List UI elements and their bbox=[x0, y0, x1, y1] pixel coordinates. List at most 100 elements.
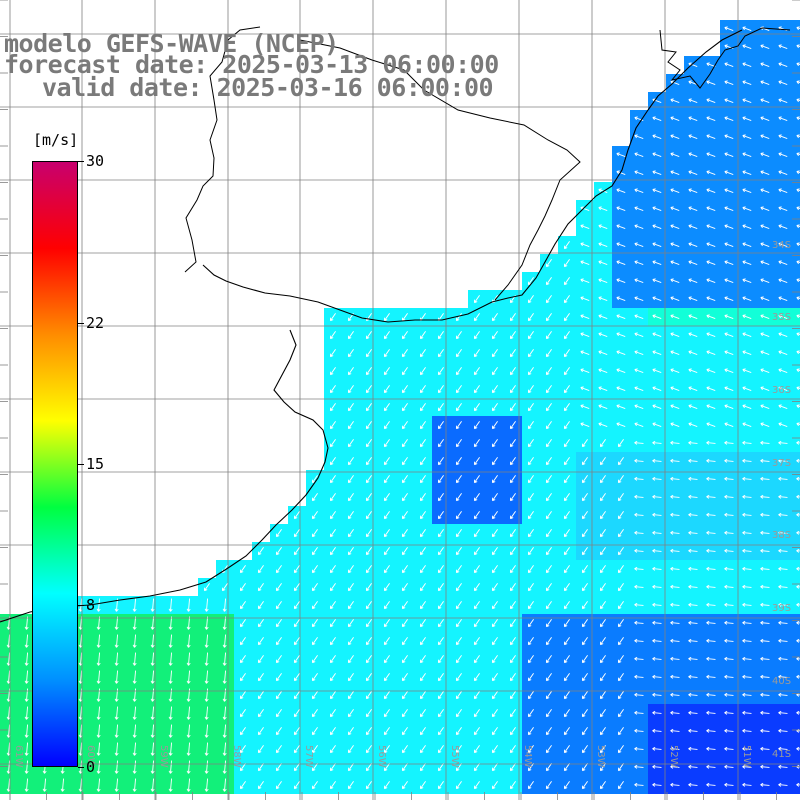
wind-arrow bbox=[383, 331, 390, 340]
wind-arrow bbox=[437, 781, 444, 790]
wind-arrow bbox=[724, 674, 734, 679]
wind-arrow bbox=[473, 331, 480, 340]
wind-arrow bbox=[527, 295, 534, 304]
wind-arrow bbox=[778, 530, 788, 535]
wind-arrow bbox=[96, 652, 101, 666]
wind-arrow bbox=[401, 511, 408, 520]
wind-arrow bbox=[688, 206, 698, 211]
wind-arrow bbox=[311, 565, 318, 574]
wind-arrow bbox=[706, 512, 716, 517]
wind-arrow bbox=[473, 763, 480, 772]
wind-arrow bbox=[437, 403, 444, 412]
wind-speed-cell bbox=[792, 344, 800, 362]
wind-arrow bbox=[239, 727, 246, 736]
wind-arrow bbox=[742, 782, 752, 787]
wind-arrow bbox=[24, 634, 29, 648]
wind-arrow bbox=[724, 170, 734, 175]
wind-arrow bbox=[599, 619, 606, 628]
wind-arrow bbox=[455, 547, 462, 556]
wind-arrow bbox=[437, 331, 444, 340]
wind-arrow bbox=[437, 475, 444, 484]
wind-arrow bbox=[491, 529, 498, 538]
wind-arrow bbox=[168, 670, 173, 684]
wind-speed-field bbox=[0, 20, 800, 794]
wind-arrow bbox=[365, 655, 372, 664]
wind-arrow bbox=[778, 134, 788, 139]
wind-arrow bbox=[670, 422, 680, 427]
wind-arrow bbox=[168, 652, 173, 666]
wind-arrow bbox=[329, 313, 336, 322]
wind-arrow bbox=[796, 224, 800, 229]
wind-arrow bbox=[599, 637, 606, 646]
wind-arrow bbox=[527, 781, 534, 790]
wind-arrow bbox=[617, 727, 624, 736]
wind-arrow bbox=[616, 368, 626, 373]
wind-arrow bbox=[455, 457, 462, 466]
wind-arrow bbox=[670, 710, 680, 715]
wind-arrow bbox=[580, 242, 590, 247]
wind-arrow bbox=[257, 691, 264, 700]
longitude-label: 54W bbox=[522, 745, 533, 768]
wind-arrow bbox=[616, 206, 626, 211]
wind-arrow bbox=[347, 349, 354, 358]
wind-arrow bbox=[688, 494, 698, 499]
wind-arrow bbox=[634, 620, 644, 625]
wind-arrow bbox=[455, 673, 462, 682]
wind-arrow bbox=[455, 511, 462, 520]
wind-arrow bbox=[383, 313, 390, 322]
wind-arrow bbox=[383, 475, 390, 484]
wind-arrow bbox=[275, 565, 282, 574]
wind-arrow bbox=[634, 260, 644, 265]
wind-arrow bbox=[347, 385, 354, 394]
wind-arrow bbox=[437, 385, 444, 394]
wind-arrow bbox=[796, 656, 800, 661]
wind-arrow bbox=[706, 764, 716, 769]
wind-arrow bbox=[706, 170, 716, 175]
wind-arrow bbox=[688, 278, 698, 283]
wind-speed-cell bbox=[792, 128, 800, 146]
wind-arrow bbox=[563, 583, 570, 592]
wind-arrow bbox=[599, 475, 606, 484]
wind-arrows bbox=[6, 26, 800, 792]
wind-arrow bbox=[473, 367, 480, 376]
wind-arrow bbox=[401, 331, 408, 340]
wind-arrow bbox=[796, 404, 800, 409]
wind-arrow bbox=[437, 511, 444, 520]
wind-speed-cell bbox=[792, 722, 800, 740]
wind-arrow bbox=[401, 655, 408, 664]
wind-arrow bbox=[778, 224, 788, 229]
wind-arrow bbox=[114, 652, 119, 666]
wind-arrow bbox=[509, 745, 516, 754]
wind-arrow bbox=[365, 403, 372, 412]
wind-arrow bbox=[760, 674, 770, 679]
wind-arrow bbox=[742, 80, 752, 85]
wind-arrow bbox=[760, 206, 770, 211]
longitude-label: 61W bbox=[13, 745, 24, 768]
wind-arrow bbox=[796, 98, 800, 103]
wind-arrow bbox=[706, 710, 716, 715]
wind-arrow bbox=[437, 565, 444, 574]
wind-arrow bbox=[401, 457, 408, 466]
wind-arrow bbox=[365, 601, 372, 610]
wind-arrow bbox=[545, 691, 552, 700]
wind-arrow bbox=[796, 602, 800, 607]
wind-arrow bbox=[455, 601, 462, 610]
wind-arrow bbox=[778, 350, 788, 355]
wind-arrow bbox=[275, 637, 282, 646]
wind-arrow bbox=[688, 368, 698, 373]
wind-arrow bbox=[455, 367, 462, 376]
wind-arrow bbox=[437, 727, 444, 736]
wind-arrow bbox=[742, 242, 752, 247]
wind-arrow bbox=[742, 566, 752, 571]
wind-arrow bbox=[724, 692, 734, 697]
coastline bbox=[0, 29, 743, 623]
wind-arrow bbox=[455, 763, 462, 772]
wind-arrow bbox=[96, 742, 101, 756]
wind-arrow bbox=[383, 421, 390, 430]
wind-arrow bbox=[365, 475, 372, 484]
wind-arrow bbox=[742, 440, 752, 445]
wind-arrow bbox=[688, 314, 698, 319]
wind-arrow bbox=[509, 349, 516, 358]
wind-arrow bbox=[724, 260, 734, 265]
wind-arrow bbox=[706, 368, 716, 373]
